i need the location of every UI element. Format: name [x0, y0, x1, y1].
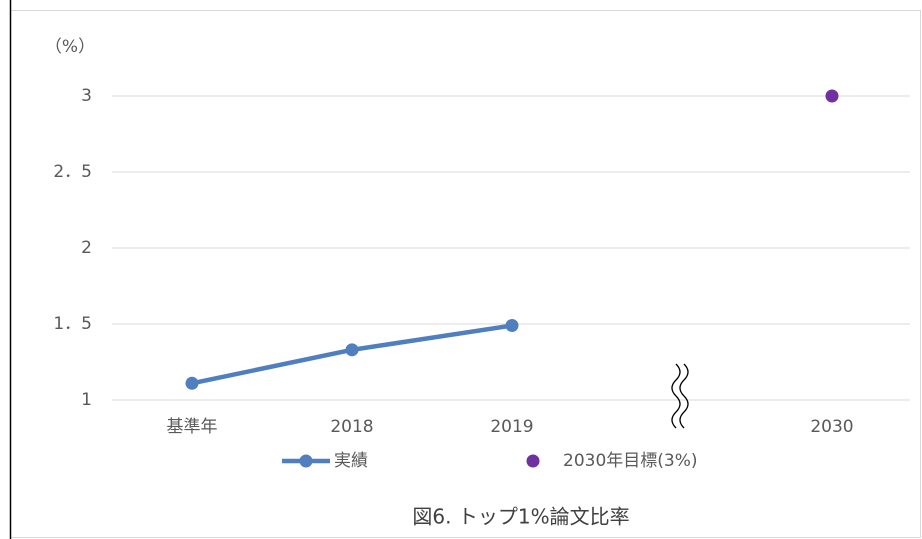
y-axis-label: （%） [45, 37, 95, 57]
x-tick-label: 2030 [810, 417, 853, 437]
y-tick-label: 2 [81, 238, 92, 258]
legend-marker [526, 454, 540, 468]
x-tick-label: 基準年 [167, 417, 218, 437]
chart-frame [10, 10, 921, 538]
x-tick-label: 2018 [330, 417, 373, 437]
data-point [505, 319, 519, 333]
axis-break [679, 363, 689, 429]
x-tick-label: 2019 [490, 417, 533, 437]
y-tick-label: 1 [81, 390, 92, 410]
data-point [345, 343, 359, 357]
data-point [185, 376, 199, 390]
legend-label: 2030年目標(3%) [563, 451, 698, 471]
y-tick-label: 3 [81, 86, 92, 106]
axis-break [671, 363, 681, 429]
data-point [825, 89, 839, 103]
legend-marker [299, 454, 313, 468]
y-tick-label: 2．5 [53, 162, 92, 182]
legend-label: 実績 [334, 451, 368, 471]
chart-title: 図6. トップ1%論文比率 [412, 505, 629, 529]
y-tick-label: 1．5 [53, 314, 92, 334]
